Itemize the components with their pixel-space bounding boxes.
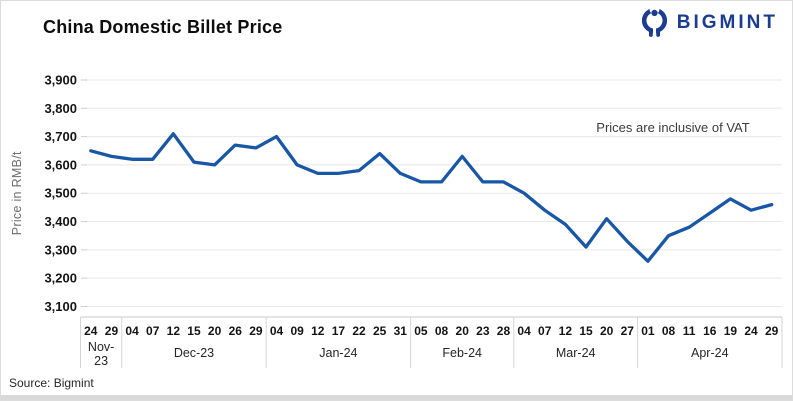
- month-label: Dec-23: [174, 346, 214, 360]
- day-tick-label: 04: [517, 324, 531, 338]
- bigmint-logo: BIGMINT: [638, 6, 778, 40]
- day-tick-label: 15: [187, 324, 201, 338]
- day-tick-label: 12: [167, 324, 181, 338]
- day-tick-label: 25: [373, 324, 387, 338]
- y-axis-label: 3,500: [44, 186, 77, 201]
- day-tick-label: 04: [270, 324, 284, 338]
- bigmint-brand-text: BIGMINT: [676, 12, 778, 33]
- day-tick-label: 17: [332, 324, 346, 338]
- y-axis-label: 3,400: [44, 214, 77, 229]
- day-tick-label: 24: [744, 324, 758, 338]
- y-axis-label: 3,600: [44, 157, 77, 172]
- month-label: Apr-24: [691, 346, 729, 360]
- day-tick-label: 23: [476, 324, 490, 338]
- month-label: 23: [94, 354, 108, 368]
- day-tick-label: 01: [641, 324, 655, 338]
- day-tick-label: 04: [125, 324, 139, 338]
- day-tick-label: 08: [435, 324, 449, 338]
- y-axis-label: 3,900: [44, 73, 77, 88]
- y-axis-label: 3,100: [44, 299, 77, 314]
- y-axis-label: 3,300: [44, 242, 77, 257]
- day-tick-label: 20: [456, 324, 470, 338]
- y-axis-label: 3,200: [44, 271, 77, 286]
- day-tick-label: 16: [703, 324, 717, 338]
- y-axis-label: 3,700: [44, 129, 77, 144]
- day-tick-label: 26: [229, 324, 243, 338]
- day-tick-label: 15: [579, 324, 593, 338]
- day-tick-label: 12: [559, 324, 573, 338]
- month-label: Mar-24: [556, 346, 596, 360]
- vat-annotation: Prices are inclusive of VAT: [596, 120, 749, 135]
- month-label: Nov-: [88, 340, 114, 354]
- day-tick-label: 31: [394, 324, 408, 338]
- day-tick-label: 19: [724, 324, 738, 338]
- day-tick-label: 07: [146, 324, 160, 338]
- source-note: Source: Bigmint: [9, 376, 94, 390]
- bigmint-person-icon: [641, 6, 667, 40]
- price-line: [89, 132, 774, 263]
- day-tick-label: 22: [352, 324, 366, 338]
- y-axis-label: 3,800: [44, 101, 77, 116]
- day-tick-label: 20: [208, 324, 222, 338]
- bottom-bar: [1, 395, 792, 400]
- day-tick-label: 29: [105, 324, 119, 338]
- day-tick-label: 12: [311, 324, 325, 338]
- day-tick-label: 07: [538, 324, 552, 338]
- day-tick-label: 27: [621, 324, 635, 338]
- day-tick-label: 20: [600, 324, 614, 338]
- month-label: Feb-24: [442, 346, 482, 360]
- month-label: Jan-24: [319, 346, 357, 360]
- day-tick-label: 08: [662, 324, 676, 338]
- day-tick-label: 11: [683, 324, 696, 338]
- y-axis-title: Price in RMB/t: [10, 151, 24, 235]
- chart-title: China Domestic Billet Price: [43, 17, 283, 37]
- day-tick-label: 24: [84, 324, 98, 338]
- day-tick-label: 29: [765, 324, 779, 338]
- day-tick-label: 09: [290, 324, 304, 338]
- day-tick-label: 28: [497, 324, 511, 338]
- day-tick-label: 29: [249, 324, 263, 338]
- day-tick-label: 05: [414, 324, 428, 338]
